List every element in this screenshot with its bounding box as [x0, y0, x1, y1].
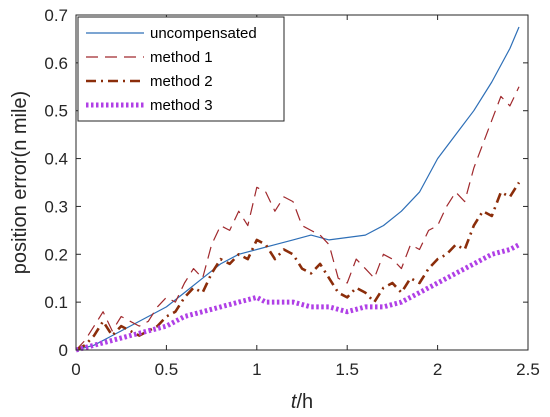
x-tick-label: 0.5: [155, 360, 179, 379]
legend-label-3: method 2: [150, 73, 213, 90]
y-axis-label: position error(n mile): [9, 91, 31, 274]
x-axis-label-unit: /h: [296, 391, 313, 413]
x-axis-label-italic: t: [291, 391, 298, 413]
x-tick-label: 1.5: [335, 360, 359, 379]
legend-label-2: method 1: [150, 49, 213, 66]
plot-lines: [75, 26, 521, 353]
y-tick-label: 0.1: [44, 293, 68, 312]
series-line-4: [75, 242, 521, 353]
x-axis-label: t/h: [291, 391, 313, 413]
x-tick-label: 1: [252, 360, 261, 379]
legend-label-4: method 3: [150, 97, 213, 114]
x-tick-label: 2: [433, 360, 442, 379]
x-tick-label: 0: [71, 360, 80, 379]
series-line-1: [75, 26, 520, 351]
x-tick-label: 2.5: [516, 360, 540, 379]
y-tick-label: 0.2: [44, 245, 68, 264]
axis-ticks: 0 0.5 1 1.5 2 2.5 0 0.1 0.2 0.3 0.4 0.5 0.6 0.7: [44, 6, 539, 379]
y-tick-label: 0.5: [44, 102, 68, 121]
y-tick-label: 0.3: [44, 197, 68, 216]
plot-frame: [75, 14, 529, 351]
legend-label-1: uncompensated: [150, 25, 257, 42]
y-tick-label: 0.7: [44, 6, 68, 25]
series-line-2: [75, 86, 520, 351]
series-line-3: [75, 181, 521, 352]
legend: uncompensated method 1 method 2 method 3: [77, 16, 285, 122]
y-tick-label: 0: [59, 341, 68, 360]
y-tick-label: 0.6: [44, 54, 68, 73]
y-tick-label: 0.4: [44, 150, 68, 169]
